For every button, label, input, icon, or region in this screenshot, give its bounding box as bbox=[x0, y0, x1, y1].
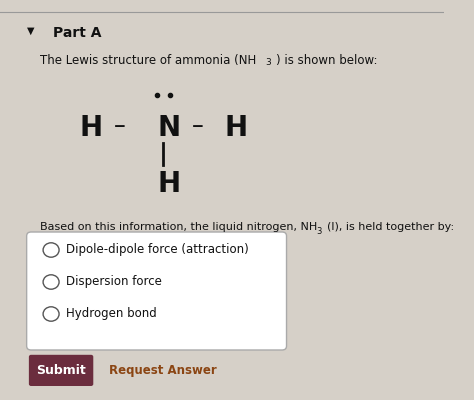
Text: ▼: ▼ bbox=[27, 26, 34, 36]
Text: Based on this information, the liquid nitrogen, NH: Based on this information, the liquid ni… bbox=[40, 222, 317, 232]
Text: Dispersion force: Dispersion force bbox=[66, 276, 162, 288]
Text: H: H bbox=[158, 170, 181, 198]
Text: N: N bbox=[158, 114, 181, 142]
Text: –: – bbox=[192, 114, 204, 138]
Text: ) is shown below:: ) is shown below: bbox=[276, 54, 378, 67]
Text: Hydrogen bond: Hydrogen bond bbox=[66, 308, 156, 320]
FancyBboxPatch shape bbox=[27, 232, 286, 350]
Text: Part A: Part A bbox=[53, 26, 102, 40]
Text: Dipole-dipole force (attraction): Dipole-dipole force (attraction) bbox=[66, 244, 248, 256]
Text: Request Answer: Request Answer bbox=[109, 364, 217, 377]
Text: H: H bbox=[80, 114, 103, 142]
Text: –: – bbox=[114, 114, 126, 138]
Text: (l), is held together by:: (l), is held together by: bbox=[327, 222, 454, 232]
Text: Submit: Submit bbox=[36, 364, 86, 377]
FancyBboxPatch shape bbox=[29, 355, 93, 386]
Text: 3: 3 bbox=[316, 227, 322, 236]
Text: The Lewis structure of ammonia (NH: The Lewis structure of ammonia (NH bbox=[40, 54, 256, 67]
Text: H: H bbox=[224, 114, 247, 142]
Text: 3: 3 bbox=[265, 58, 271, 67]
